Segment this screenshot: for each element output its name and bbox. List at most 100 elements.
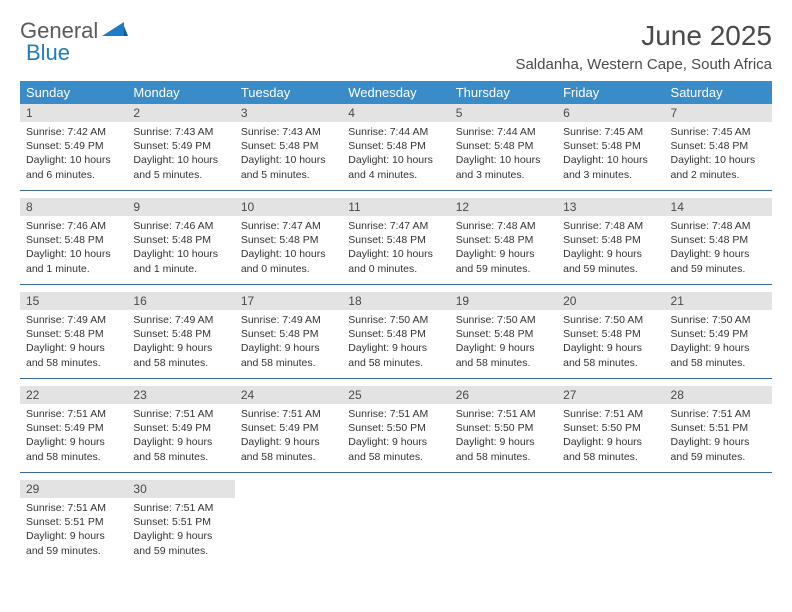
day-details: Sunrise: 7:48 AMSunset: 5:48 PMDaylight:…	[557, 216, 664, 280]
day-cell: 3Sunrise: 7:43 AMSunset: 5:48 PMDaylight…	[235, 104, 342, 190]
day-cell: 13Sunrise: 7:48 AMSunset: 5:48 PMDayligh…	[557, 198, 664, 284]
day-cell: 26Sunrise: 7:51 AMSunset: 5:50 PMDayligh…	[450, 386, 557, 472]
day-cell	[665, 480, 772, 566]
day-details: Sunrise: 7:50 AMSunset: 5:48 PMDaylight:…	[342, 310, 449, 374]
day-details: Sunrise: 7:50 AMSunset: 5:49 PMDaylight:…	[665, 310, 772, 374]
day-cell: 28Sunrise: 7:51 AMSunset: 5:51 PMDayligh…	[665, 386, 772, 472]
week-row: 29Sunrise: 7:51 AMSunset: 5:51 PMDayligh…	[20, 480, 772, 566]
day-details: Sunrise: 7:50 AMSunset: 5:48 PMDaylight:…	[557, 310, 664, 374]
day-cell: 27Sunrise: 7:51 AMSunset: 5:50 PMDayligh…	[557, 386, 664, 472]
dow-wednesday: Wednesday	[342, 81, 449, 104]
dow-header-row: Sunday Monday Tuesday Wednesday Thursday…	[20, 81, 772, 104]
day-number: 19	[450, 292, 557, 310]
day-cell	[342, 480, 449, 566]
day-details: Sunrise: 7:51 AMSunset: 5:50 PMDaylight:…	[342, 404, 449, 468]
day-number: 30	[127, 480, 234, 498]
day-cell: 6Sunrise: 7:45 AMSunset: 5:48 PMDaylight…	[557, 104, 664, 190]
day-number: 5	[450, 104, 557, 122]
day-cell: 23Sunrise: 7:51 AMSunset: 5:49 PMDayligh…	[127, 386, 234, 472]
day-cell: 2Sunrise: 7:43 AMSunset: 5:49 PMDaylight…	[127, 104, 234, 190]
day-details: Sunrise: 7:51 AMSunset: 5:49 PMDaylight:…	[235, 404, 342, 468]
day-details: Sunrise: 7:51 AMSunset: 5:49 PMDaylight:…	[20, 404, 127, 468]
day-details: Sunrise: 7:51 AMSunset: 5:51 PMDaylight:…	[20, 498, 127, 562]
dow-monday: Monday	[127, 81, 234, 104]
day-cell: 10Sunrise: 7:47 AMSunset: 5:48 PMDayligh…	[235, 198, 342, 284]
day-number: 21	[665, 292, 772, 310]
day-number: 3	[235, 104, 342, 122]
dow-friday: Friday	[557, 81, 664, 104]
day-cell: 21Sunrise: 7:50 AMSunset: 5:49 PMDayligh…	[665, 292, 772, 378]
day-number: 17	[235, 292, 342, 310]
day-number: 15	[20, 292, 127, 310]
dow-sunday: Sunday	[20, 81, 127, 104]
day-details: Sunrise: 7:44 AMSunset: 5:48 PMDaylight:…	[342, 122, 449, 186]
day-details: Sunrise: 7:51 AMSunset: 5:50 PMDaylight:…	[557, 404, 664, 468]
day-cell: 12Sunrise: 7:48 AMSunset: 5:48 PMDayligh…	[450, 198, 557, 284]
title-block: June 2025 Saldanha, Western Cape, South …	[515, 20, 772, 73]
day-number: 27	[557, 386, 664, 404]
day-cell: 17Sunrise: 7:49 AMSunset: 5:48 PMDayligh…	[235, 292, 342, 378]
location-text: Saldanha, Western Cape, South Africa	[515, 56, 772, 73]
week-row: 15Sunrise: 7:49 AMSunset: 5:48 PMDayligh…	[20, 292, 772, 378]
day-details: Sunrise: 7:48 AMSunset: 5:48 PMDaylight:…	[450, 216, 557, 280]
day-details: Sunrise: 7:45 AMSunset: 5:48 PMDaylight:…	[557, 122, 664, 186]
day-cell: 5Sunrise: 7:44 AMSunset: 5:48 PMDaylight…	[450, 104, 557, 190]
day-cell: 1Sunrise: 7:42 AMSunset: 5:49 PMDaylight…	[20, 104, 127, 190]
day-number: 18	[342, 292, 449, 310]
day-cell: 4Sunrise: 7:44 AMSunset: 5:48 PMDaylight…	[342, 104, 449, 190]
day-details: Sunrise: 7:43 AMSunset: 5:49 PMDaylight:…	[127, 122, 234, 186]
week-row: 1Sunrise: 7:42 AMSunset: 5:49 PMDaylight…	[20, 104, 772, 190]
day-cell: 11Sunrise: 7:47 AMSunset: 5:48 PMDayligh…	[342, 198, 449, 284]
day-number: 22	[20, 386, 127, 404]
day-details: Sunrise: 7:51 AMSunset: 5:51 PMDaylight:…	[665, 404, 772, 468]
day-cell: 24Sunrise: 7:51 AMSunset: 5:49 PMDayligh…	[235, 386, 342, 472]
day-number: 16	[127, 292, 234, 310]
day-number: 28	[665, 386, 772, 404]
day-number: 6	[557, 104, 664, 122]
day-number: 4	[342, 104, 449, 122]
day-number: 14	[665, 198, 772, 216]
day-details: Sunrise: 7:51 AMSunset: 5:51 PMDaylight:…	[127, 498, 234, 562]
day-details: Sunrise: 7:46 AMSunset: 5:48 PMDaylight:…	[127, 216, 234, 280]
day-number: 9	[127, 198, 234, 216]
day-cell: 9Sunrise: 7:46 AMSunset: 5:48 PMDaylight…	[127, 198, 234, 284]
logo-triangle-icon	[102, 20, 128, 45]
day-number: 10	[235, 198, 342, 216]
day-number: 23	[127, 386, 234, 404]
day-number: 29	[20, 480, 127, 498]
header: General Blue June 2025 Saldanha, Western…	[20, 20, 772, 73]
day-details: Sunrise: 7:49 AMSunset: 5:48 PMDaylight:…	[127, 310, 234, 374]
day-cell: 20Sunrise: 7:50 AMSunset: 5:48 PMDayligh…	[557, 292, 664, 378]
day-details: Sunrise: 7:51 AMSunset: 5:50 PMDaylight:…	[450, 404, 557, 468]
dow-saturday: Saturday	[665, 81, 772, 104]
day-cell: 14Sunrise: 7:48 AMSunset: 5:48 PMDayligh…	[665, 198, 772, 284]
day-cell: 29Sunrise: 7:51 AMSunset: 5:51 PMDayligh…	[20, 480, 127, 566]
week-row: 8Sunrise: 7:46 AMSunset: 5:48 PMDaylight…	[20, 198, 772, 284]
week-row: 22Sunrise: 7:51 AMSunset: 5:49 PMDayligh…	[20, 386, 772, 472]
day-cell	[450, 480, 557, 566]
day-cell: 16Sunrise: 7:49 AMSunset: 5:48 PMDayligh…	[127, 292, 234, 378]
day-number: 8	[20, 198, 127, 216]
dow-thursday: Thursday	[450, 81, 557, 104]
day-details: Sunrise: 7:46 AMSunset: 5:48 PMDaylight:…	[20, 216, 127, 280]
day-cell	[557, 480, 664, 566]
day-number: 1	[20, 104, 127, 122]
dow-tuesday: Tuesday	[235, 81, 342, 104]
month-title: June 2025	[515, 20, 772, 52]
day-cell: 15Sunrise: 7:49 AMSunset: 5:48 PMDayligh…	[20, 292, 127, 378]
logo: General Blue	[20, 20, 128, 64]
calendar-table: Sunday Monday Tuesday Wednesday Thursday…	[20, 81, 772, 566]
day-cell: 8Sunrise: 7:46 AMSunset: 5:48 PMDaylight…	[20, 198, 127, 284]
day-details: Sunrise: 7:48 AMSunset: 5:48 PMDaylight:…	[665, 216, 772, 280]
day-number: 26	[450, 386, 557, 404]
day-cell	[235, 480, 342, 566]
day-number: 12	[450, 198, 557, 216]
day-number: 13	[557, 198, 664, 216]
day-details: Sunrise: 7:43 AMSunset: 5:48 PMDaylight:…	[235, 122, 342, 186]
day-cell: 30Sunrise: 7:51 AMSunset: 5:51 PMDayligh…	[127, 480, 234, 566]
day-details: Sunrise: 7:45 AMSunset: 5:48 PMDaylight:…	[665, 122, 772, 186]
day-details: Sunrise: 7:49 AMSunset: 5:48 PMDaylight:…	[235, 310, 342, 374]
day-details: Sunrise: 7:44 AMSunset: 5:48 PMDaylight:…	[450, 122, 557, 186]
day-number: 7	[665, 104, 772, 122]
day-number: 20	[557, 292, 664, 310]
